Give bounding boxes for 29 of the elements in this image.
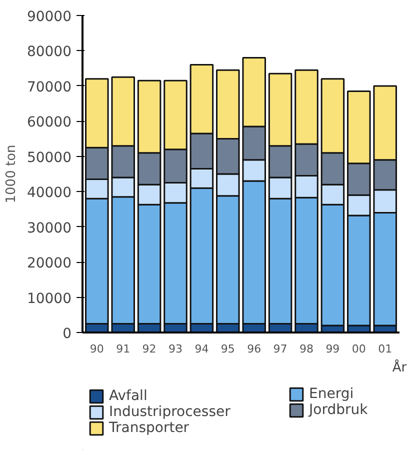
y-tick-label: 40000 (26, 185, 72, 202)
y-tick-label: 60000 (26, 114, 72, 131)
x-tick-label: 91 (116, 342, 130, 356)
x-tick-label: 93 (168, 342, 183, 356)
x-tick-label: 00 (352, 342, 366, 356)
x-tick-label: 96 (247, 342, 262, 356)
x-axis-title: År (392, 358, 407, 376)
y-tick-label: 30000 (26, 220, 72, 236)
legend-label: Energi (309, 386, 354, 402)
y-tick-label: 80000 (26, 44, 72, 60)
y-tick-label: 0 (62, 326, 72, 342)
legend-label: Industriprocesser (109, 404, 230, 420)
legend-label: Avfall (109, 388, 148, 404)
x-tick-label: 94 (194, 342, 209, 356)
x-tick-label: 98 (299, 342, 314, 356)
y-tick-label: 10000 (26, 290, 72, 307)
y-tick-label: 20000 (26, 256, 72, 272)
legend-label: Jordbruk (309, 402, 368, 418)
y-tick-label: 90000 (26, 9, 72, 25)
x-tick-label: 99 (326, 342, 340, 356)
x-tick-label: 01 (378, 342, 392, 356)
x-tick-label: 90 (90, 342, 104, 356)
y-tick-label: 70000 (26, 79, 72, 96)
x-tick-label: 95 (220, 342, 235, 356)
x-tick-label: 92 (142, 342, 156, 356)
legend-label: Transporter (109, 420, 190, 436)
y-axis-title: 1000 ton (4, 144, 19, 204)
y-tick-label: 50000 (26, 150, 72, 166)
x-tick-label: 97 (273, 342, 288, 356)
